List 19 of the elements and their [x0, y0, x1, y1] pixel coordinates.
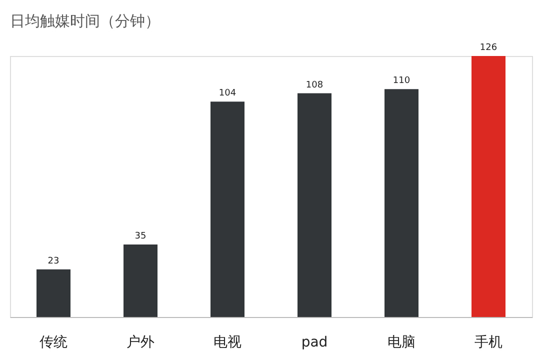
- bar: [384, 89, 418, 317]
- data-label: 35: [134, 232, 146, 242]
- x-tick-label: pad: [301, 334, 328, 350]
- bar: [124, 244, 158, 317]
- bar: [472, 56, 506, 317]
- bar: [210, 102, 244, 317]
- chart-title: 日均触媒时间（分钟）: [10, 12, 160, 30]
- data-label: 126: [480, 43, 498, 53]
- data-label: 108: [306, 80, 324, 90]
- data-label: 23: [48, 256, 60, 266]
- x-tick-label: 电脑: [388, 334, 416, 350]
- data-label: 110: [392, 76, 410, 86]
- x-tick-label: 电视: [214, 334, 242, 350]
- x-tick-label: 户外: [126, 334, 154, 350]
- data-label: 104: [218, 88, 236, 99]
- bar: [298, 93, 332, 317]
- x-tick-label: 传统: [40, 334, 68, 350]
- x-tick-label: 手机: [474, 334, 502, 350]
- bar: [36, 269, 70, 317]
